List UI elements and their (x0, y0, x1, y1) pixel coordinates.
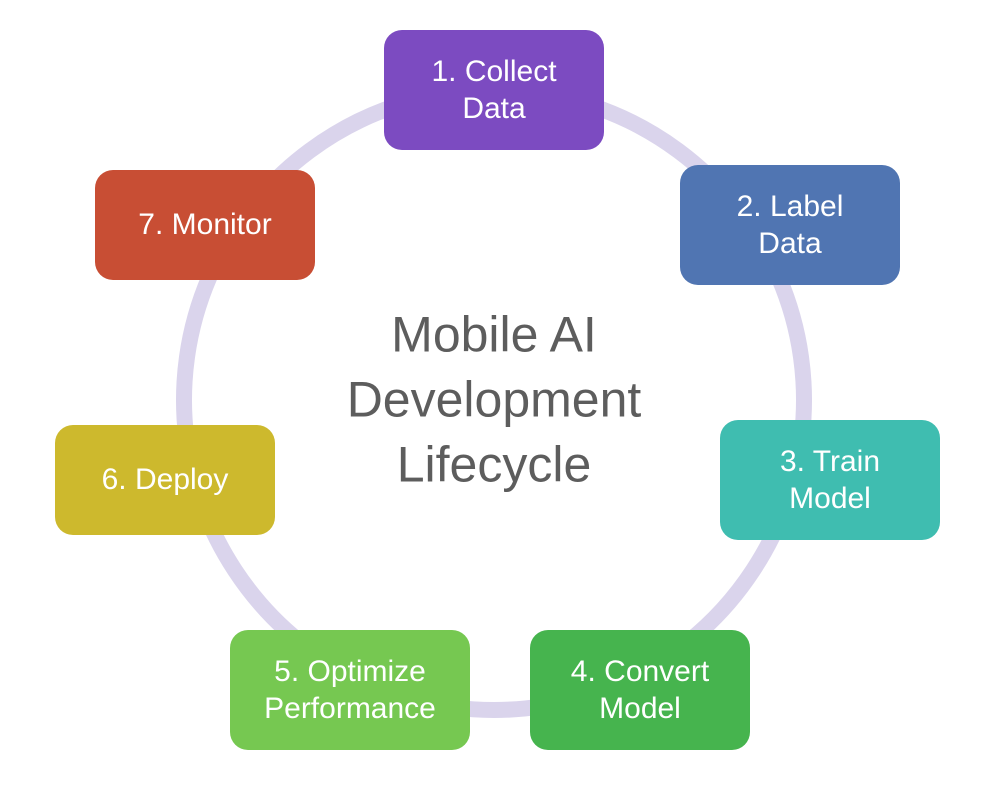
node-label: 1. Collect Data (431, 53, 556, 128)
node-monitor: 7. Monitor (95, 170, 315, 280)
node-label: 6. Deploy (102, 461, 229, 499)
node-train-model: 3. Train Model (720, 420, 940, 540)
lifecycle-diagram: Mobile AI Development Lifecycle 1. Colle… (0, 0, 989, 800)
node-label-data: 2. Label Data (680, 165, 900, 285)
node-label: 7. Monitor (138, 206, 271, 244)
node-label: 3. Train Model (780, 443, 880, 518)
node-label: 5. Optimize Performance (264, 653, 436, 728)
node-label: 2. Label Data (737, 188, 844, 263)
diagram-title: Mobile AI Development Lifecycle (347, 303, 642, 498)
node-label: 4. Convert Model (571, 653, 709, 728)
node-convert-model: 4. Convert Model (530, 630, 750, 750)
node-deploy: 6. Deploy (55, 425, 275, 535)
node-collect-data: 1. Collect Data (384, 30, 604, 150)
node-optimize-performance: 5. Optimize Performance (230, 630, 470, 750)
